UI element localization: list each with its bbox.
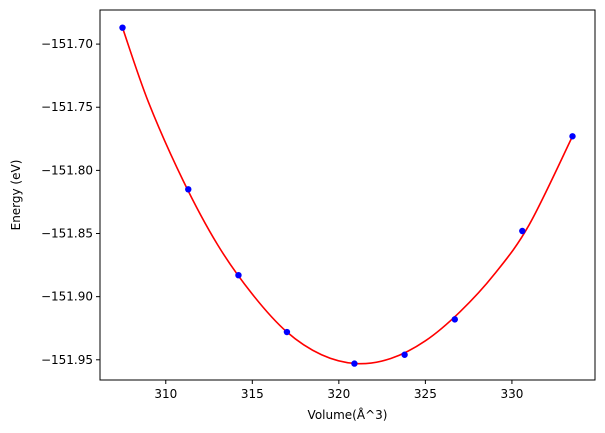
data-point: [185, 186, 192, 193]
x-tick-label: 310: [154, 387, 177, 401]
y-tick-label: −151.85: [41, 227, 93, 241]
plot-area: [119, 24, 576, 367]
plot-frame: [99, 9, 596, 381]
ticks: 310 315 320 325 330 −151.70 −151.75 −151.80 −151…: [41, 37, 523, 401]
fit-curve-line: [121, 27, 574, 365]
x-tick-label: 320: [327, 387, 350, 401]
y-tick-label: −151.70: [41, 37, 93, 51]
data-point: [283, 328, 291, 336]
data-point: [569, 133, 576, 140]
data-point: [401, 351, 408, 358]
x-axis-label: Volume(Å^3): [308, 407, 388, 422]
y-tick-label: −151.75: [41, 100, 93, 114]
x-tick-label: 315: [241, 387, 264, 401]
data-point: [451, 316, 459, 323]
y-tick-label: −151.95: [41, 353, 93, 367]
y-tick-label: −151.80: [41, 163, 93, 177]
y-axis-label: Energy (eV): [9, 160, 23, 231]
x-tick-label: 325: [414, 387, 437, 401]
y-tick-label: −151.90: [41, 290, 93, 304]
data-point: [351, 360, 358, 367]
x-tick-label: 330: [500, 387, 523, 401]
data-point: [235, 271, 242, 279]
data-point: [519, 227, 526, 235]
data-point: [119, 24, 126, 31]
